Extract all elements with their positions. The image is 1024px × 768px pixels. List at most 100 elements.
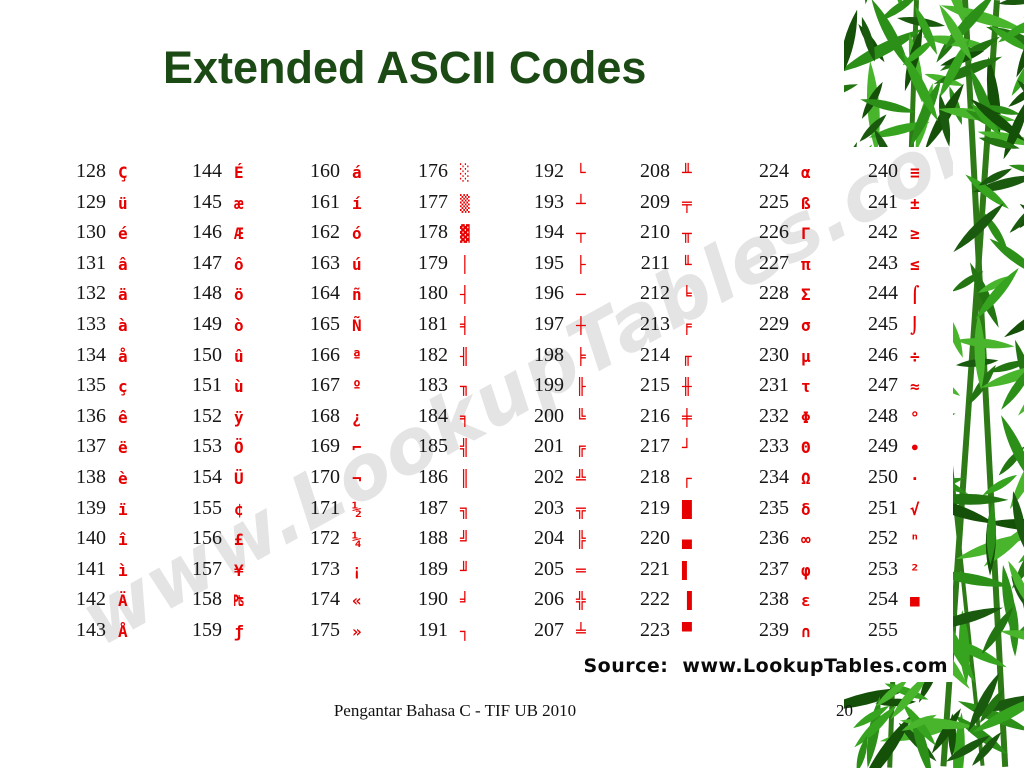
ascii-char: Å [118,621,128,641]
ascii-char: á [352,163,362,182]
ascii-entry-row: 152 ÿ [178,403,288,434]
ascii-entry-row: 245 ⌡ [854,311,953,342]
ascii-entry-row: 163 ú [296,250,406,281]
ascii-code: 204 [534,527,564,550]
ascii-char: ≈ [910,377,920,397]
ascii-char: ├ [576,254,586,274]
ascii-char: ² [910,560,920,580]
ascii-entry-row: 208 ╨ [626,158,736,189]
ascii-entry-row: 186 ║ [404,464,514,495]
ascii-code: 174 [310,588,340,611]
ascii-char: ¿ [352,407,362,427]
ascii-code: 172 [310,527,340,550]
ascii-entry-row: 168 ¿ [296,403,406,434]
ascii-code: 153 [192,435,222,458]
ascii-char: ▓ [460,224,470,244]
ascii-entry-row: 144 É [178,158,288,189]
ascii-entry-row: 143 Å [62,617,172,648]
ascii-entry-row: 158 ₧ [178,586,288,617]
ascii-code: 154 [192,465,222,488]
ascii-code: 151 [192,374,222,397]
ascii-char: ë [118,438,128,458]
ascii-code: 201 [534,435,564,458]
ascii-char: π [801,254,811,274]
ascii-code: 142 [76,588,106,611]
ascii-entry-row: 150 û [178,342,288,373]
ascii-entry-row: 205 ═ [520,556,630,587]
ascii-char: ╩ [576,468,586,488]
ascii-char: ╕ [460,407,470,427]
ascii-code: 244 [868,282,898,305]
ascii-char: î [118,530,128,550]
ascii-entry-row: 137 ë [62,433,172,464]
ascii-code: 188 [418,527,448,550]
ascii-code: 135 [76,374,106,397]
ascii-entry-row: 228 Σ [745,280,855,311]
ascii-entry-row: 247 ≈ [854,372,953,403]
ascii-code: 164 [310,282,340,305]
ascii-table-panel: www.LookupTables.com 128 Ç 129 ü 130 é 131 â 132… [42,147,953,682]
ascii-char: ╣ [460,438,470,458]
ascii-entry-row: 132 ä [62,280,172,311]
ascii-entry-row: 201 ╔ [520,433,630,464]
ascii-char: ┤ [460,285,470,305]
ascii-char: ┌ [682,468,692,488]
ascii-code: 224 [759,160,789,182]
ascii-char: φ [801,560,811,580]
ascii-code: 213 [640,312,670,335]
ascii-entry-row: 200 ╚ [520,403,630,434]
ascii-entry-row: 249 ∙ [854,433,953,464]
ascii-code: 199 [534,374,564,397]
ascii-code: 129 [76,190,106,213]
ascii-char: ┬ [576,224,586,244]
ascii-entry-row: 131 â [62,250,172,281]
ascii-char: ▀ [682,621,692,641]
ascii-entry-row: 178 ▓ [404,219,514,250]
ascii-code: 190 [418,588,448,611]
ascii-column: 240 ≡ 241 ±242 ≥243 ≤244 ⌠ 245 ⌡ 246 ÷ 247 ≈248 ° 249 ∙… [854,158,953,648]
ascii-code: 137 [76,435,106,458]
ascii-char: ⌐ [352,438,362,458]
ascii-code: 177 [418,190,448,213]
ascii-code: 179 [418,251,448,274]
ascii-code: 247 [868,374,898,397]
ascii-char: ╪ [682,407,692,427]
ascii-code: 155 [192,496,222,519]
ascii-code: 233 [759,435,789,458]
ascii-entry-row: 138 è [62,464,172,495]
ascii-entry-row: 153 Ö [178,433,288,464]
ascii-entry-row: 145 æ [178,189,288,220]
ascii-code: 193 [534,190,564,213]
ascii-char: ± [910,193,920,213]
ascii-entry-row: 174 « [296,586,406,617]
ascii-code: 231 [759,374,789,397]
ascii-entry-row: 209 ╤ [626,189,736,220]
ascii-code: 249 [868,435,898,458]
ascii-code: 187 [418,496,448,519]
ascii-code: 175 [310,618,340,641]
ascii-char: ╗ [460,499,470,519]
ascii-code: 144 [192,160,222,182]
ascii-entry-row: 164 ñ [296,280,406,311]
ascii-entry-row: 251 √ [854,495,953,526]
ascii-code: 189 [418,557,448,580]
ascii-code: 182 [418,343,448,366]
ascii-code: 171 [310,496,340,519]
ascii-entry-row: 222 ▐ [626,586,736,617]
ascii-entry-row: 157 ¥ [178,556,288,587]
ascii-entry-row: 156 £ [178,525,288,556]
ascii-code: 168 [310,404,340,427]
ascii-entry-row: 250 · [854,464,953,495]
ascii-entry-row: 225 ß [745,189,855,220]
ascii-char: ¬ [352,468,362,488]
ascii-code: 130 [76,221,106,244]
ascii-entry-row: 149 ò [178,311,288,342]
ascii-code: 227 [759,251,789,274]
ascii-code: 217 [640,435,670,458]
ascii-column: 128 Ç 129 ü 130 é 131 â 132 ä 133 à 134 å 135 ç 136 ê 137 ë… [62,158,172,648]
ascii-entry-row: 180 ┤ [404,280,514,311]
ascii-char: ╓ [682,346,692,366]
ascii-entry-row: 252 ⁿ [854,525,953,556]
ascii-entry-row: 197 ┼ [520,311,630,342]
ascii-code: 165 [310,312,340,335]
